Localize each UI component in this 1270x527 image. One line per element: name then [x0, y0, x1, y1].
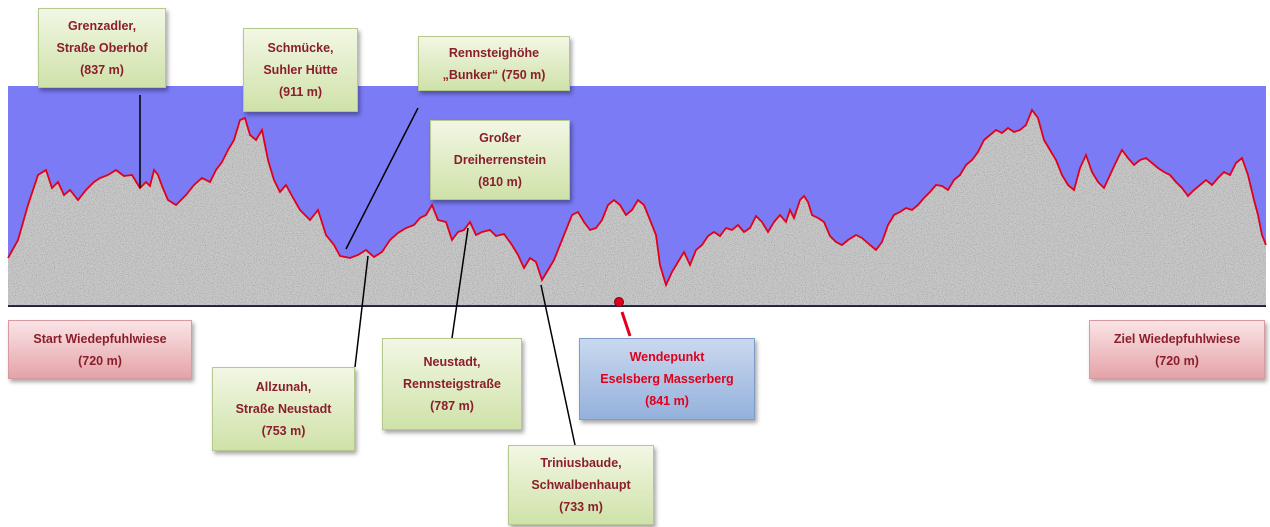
callout-text: Straße Neustadt: [235, 402, 332, 416]
callout-text: (837 m): [80, 63, 124, 77]
callout-text: (787 m): [430, 399, 474, 413]
callout-text: Schmücke,: [267, 41, 334, 55]
callout-dreiherrenstein: Großer Dreiherrenstein (810 m): [430, 120, 570, 200]
callout-text: Start Wiedepfuhlwiese: [33, 331, 167, 346]
callout-text: Rennsteighöhe: [448, 45, 540, 60]
callout-rennsteighoehe: Rennsteighöhe „Bunker“ (750 m): [418, 36, 570, 91]
callout-text: Rennsteigstraße: [403, 377, 501, 391]
callout-text: Grenzadler,: [67, 19, 137, 33]
callout-text: „Bunker“ (750 m): [442, 67, 546, 82]
callout-text: Schwalbenhaupt: [531, 478, 631, 492]
callout-triniusbaude: Triniusbaude, Schwalbenhaupt (733 m): [508, 445, 654, 525]
turn-point-marker: [614, 297, 624, 307]
callout-schmuecke: Schmücke, Suhler Hütte (911 m): [243, 28, 358, 112]
terrain-outline: [7, 108, 1267, 288]
callout-allzunah: Allzunah, Straße Neustadt (753 m): [212, 367, 355, 451]
callout-neustadt: Neustadt, Rennsteigstraße (787 m): [382, 338, 522, 430]
callout-text: (720 m): [1155, 353, 1199, 368]
arrow-triniusbaude: [540, 284, 576, 446]
callout-text: (753 m): [261, 424, 306, 438]
callout-ziel: Ziel Wiedepfuhlwiese (720 m): [1089, 320, 1265, 379]
callout-text: Ziel Wiedepfuhlwiese: [1113, 331, 1241, 346]
callout-text: (810 m): [478, 175, 522, 189]
arrow-neustadt: [451, 227, 469, 339]
arrow-rennsteighoehe: [345, 107, 419, 250]
callout-text: Straße Oberhof: [56, 41, 148, 55]
callout-text: (841 m): [645, 394, 689, 408]
callout-text: Suhler Hütte: [263, 63, 338, 77]
callout-text: Allzunah,: [255, 380, 312, 394]
callout-text: Neustadt,: [423, 355, 481, 369]
callout-text: Wendepunkt: [629, 350, 705, 364]
arrows: [139, 95, 632, 446]
callout-text: Triniusbaude,: [540, 456, 622, 470]
arrow-wendepunkt: [620, 311, 632, 337]
arrow-allzunah: [354, 255, 369, 368]
callout-text: Großer: [479, 131, 521, 145]
callout-text: Eselsberg Masserberg: [600, 372, 734, 386]
callout-start: Start Wiedepfuhlwiese (720 m): [8, 320, 192, 379]
callout-grenzadler: Grenzadler, Straße Oberhof (837 m): [38, 8, 166, 88]
callout-text: (911 m): [278, 85, 323, 99]
callout-text: (720 m): [78, 353, 122, 368]
callout-wendepunkt: Wendepunkt Eselsberg Masserberg (841 m): [579, 338, 755, 420]
callout-text: (733 m): [559, 500, 603, 514]
callout-text: Dreiherrenstein: [453, 153, 547, 167]
